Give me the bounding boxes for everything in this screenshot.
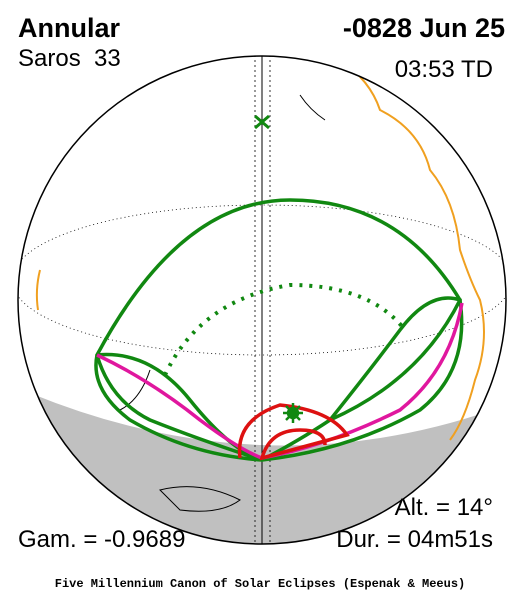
globe-outline	[17, 55, 507, 545]
duration: Dur. = 04m51s	[336, 526, 493, 553]
time: 03:53 TD	[395, 56, 493, 83]
date: -0828 Jun 25	[343, 13, 505, 43]
title: Annular	[18, 13, 120, 43]
globe-content	[18, 56, 506, 544]
subsolar-mark	[254, 114, 270, 130]
annular-path	[237, 403, 350, 461]
gamma: Gam. = -0.9689	[18, 526, 185, 553]
night-shade	[18, 380, 506, 544]
footer: Five Millennium Canon of Solar Eclipses …	[55, 577, 465, 591]
coastline	[35, 269, 41, 311]
coastline	[339, 59, 485, 441]
coastline	[119, 94, 326, 512]
saros: Saros 33	[18, 45, 121, 72]
penumbra-limit	[95, 198, 462, 462]
eclipse-at-horizon	[163, 282, 407, 376]
altitude: Alt. = 14°	[395, 494, 493, 521]
greatest-eclipse	[283, 403, 303, 423]
